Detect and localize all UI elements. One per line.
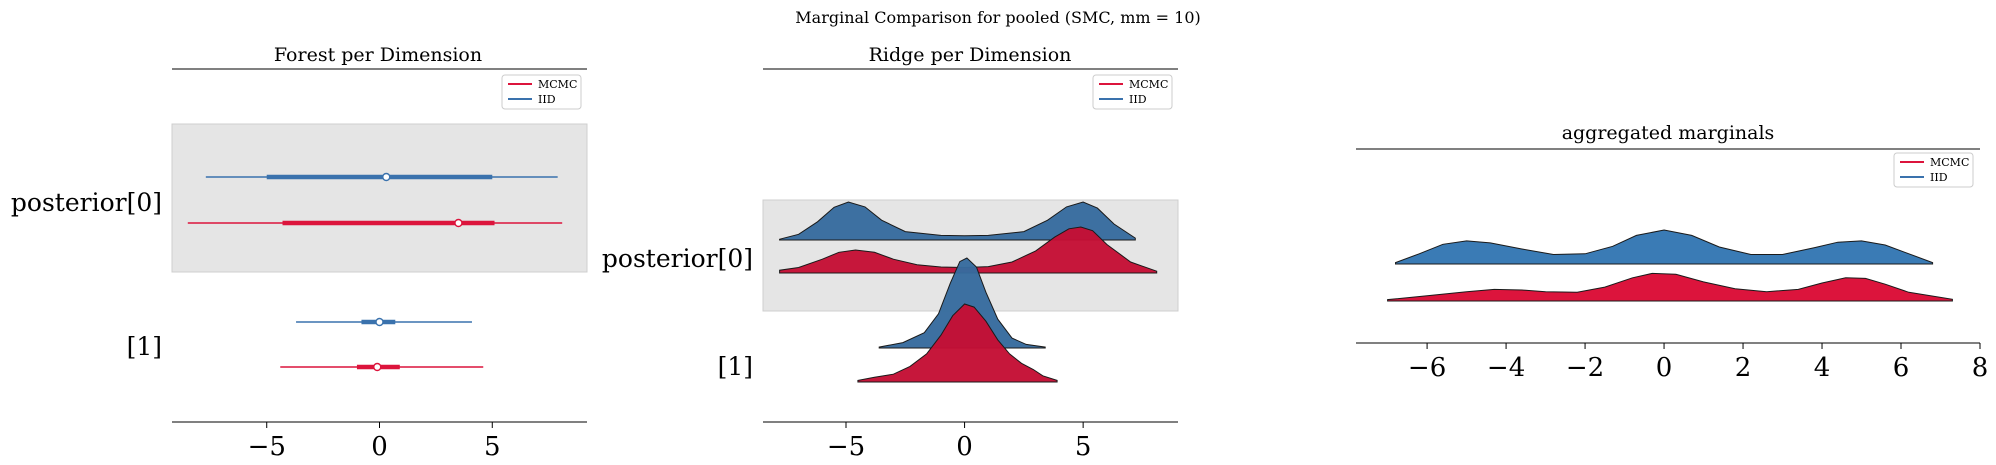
aggregated-xtick-label: 0: [1656, 353, 1673, 383]
aggregated-marks: [1387, 229, 1953, 302]
aggregated-density-iid: [1395, 229, 1934, 265]
aggregated-xtick-label: 6: [1893, 353, 1910, 383]
aggregated-legend: MCMC IID: [1893, 152, 1974, 188]
ridge-marks: [779, 201, 1158, 383]
forest-xtick-label: 5: [484, 432, 501, 462]
figure-suptitle: Marginal Comparison for pooled (SMC, mm …: [795, 8, 1200, 27]
forest-legend-label-iid: IID: [538, 93, 556, 106]
aggregated-xtick-label: 4: [1814, 353, 1831, 383]
forest-panel: Forest per Dimension posterior[0] [1] −5…: [11, 44, 588, 462]
ridge-xtick-label: −5: [827, 432, 865, 462]
ridge-row-label-0: posterior[0]: [602, 244, 753, 273]
forest-row-label-0: posterior[0]: [11, 188, 162, 217]
ridge-legend-label-iid: IID: [1129, 93, 1147, 106]
aggregated-xtick-label: −2: [1566, 353, 1604, 383]
forest-row-band-0: [171, 123, 588, 273]
aggregated-legend-label-iid: IID: [1930, 171, 1948, 184]
ridge-density-iid: [878, 257, 1046, 349]
ridge-legend-label-mcmc: MCMC: [1129, 78, 1168, 91]
aggregated-xtick-label: 8: [1972, 353, 1989, 383]
aggregated-legend-label-mcmc: MCMC: [1930, 156, 1969, 169]
forest-point-mcmc: [454, 218, 463, 228]
forest-point-iid: [375, 317, 384, 327]
forest-point-mcmc: [373, 362, 382, 372]
ridge-title: Ridge per Dimension: [869, 44, 1072, 66]
forest-xtick-label: 0: [371, 432, 388, 462]
forest-x-ticks: −5 0 5: [248, 422, 501, 462]
forest-marks: [187, 172, 563, 372]
aggregated-xtick-label: 2: [1735, 353, 1752, 383]
ridge-density-iid: [779, 201, 1136, 241]
aggregated-panel: aggregated marginals −6 −4 −2 0 2 4 6 8 MCMC II…: [1356, 122, 1988, 383]
forest-title: Forest per Dimension: [274, 44, 482, 66]
aggregated-title: aggregated marginals: [1562, 122, 1775, 144]
ridge-xtick-label: 0: [956, 432, 973, 462]
forest-legend-label-mcmc: MCMC: [538, 78, 577, 91]
ridge-density-mcmc: [857, 303, 1058, 383]
forest-band: [171, 123, 588, 273]
aggregated-x-ticks: −6 −4 −2 0 2 4 6 8: [1408, 343, 1988, 383]
aggregated-xtick-label: −4: [1487, 353, 1525, 383]
forest-xtick-label: −5: [248, 432, 286, 462]
aggregated-xtick-label: −6: [1408, 353, 1446, 383]
ridge-xtick-label: 5: [1075, 432, 1092, 462]
forest-row-label-1: [1]: [127, 332, 162, 361]
aggregated-density-mcmc: [1387, 272, 1953, 302]
ridge-row-label-1: [1]: [718, 352, 753, 381]
ridge-legend: MCMC IID: [1092, 74, 1173, 110]
forest-point-iid: [382, 172, 391, 182]
ridge-panel: Ridge per Dimension posterior[0] [1] −5 0…: [602, 44, 1179, 462]
ridge-x-ticks: −5 0 5: [827, 422, 1092, 462]
ridge-density-mcmc: [779, 226, 1158, 274]
forest-legend: MCMC IID: [501, 74, 582, 110]
